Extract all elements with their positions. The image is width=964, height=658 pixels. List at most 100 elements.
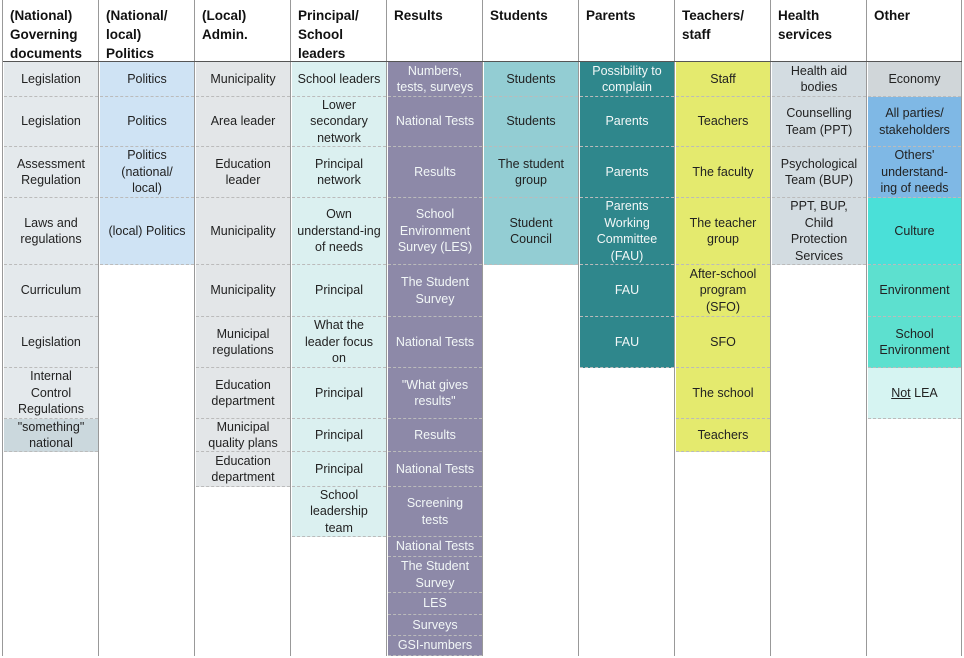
cell: Parents (580, 147, 674, 198)
cell: School Environment Survey (LES) (388, 198, 482, 265)
column-header: Parents (579, 0, 675, 62)
cell: Parents (580, 97, 674, 147)
cell: Internal Control Regulations (4, 368, 98, 419)
cell: Others' understand-ing of needs (868, 147, 961, 198)
cell: Surveys (388, 615, 482, 636)
cell: Environment (868, 265, 961, 317)
cell: Principal (292, 265, 386, 317)
cell: National Tests (388, 97, 482, 147)
cell: Principal (292, 368, 386, 419)
cell: Municipality (196, 62, 290, 97)
cell: Students (484, 97, 578, 147)
cell: The Student Survey (388, 557, 482, 593)
cell: The teacher group (676, 198, 770, 265)
cell: Area leader (196, 97, 290, 147)
cell: National Tests (388, 452, 482, 487)
cell: Health aid bodies (772, 62, 866, 97)
cell: GSI-numbers (388, 636, 482, 656)
cell: Screening tests (388, 487, 482, 537)
cell: Results (388, 419, 482, 452)
cell: PPT, BUP, Child Protection Services (772, 198, 866, 265)
cell: Legislation (4, 97, 98, 147)
column (579, 0, 675, 656)
cell: After-school program (SFO) (676, 265, 770, 317)
cell: Curriculum (4, 265, 98, 317)
cell: Legislation (4, 62, 98, 97)
cell: School Environment (868, 317, 961, 368)
column (99, 0, 195, 656)
text-part: Not (891, 385, 911, 400)
column-header: Health services (771, 0, 867, 62)
cell: Results (388, 147, 482, 198)
cell: Economy (868, 62, 961, 97)
column (195, 0, 291, 656)
column-header: (National/ local) Politics (99, 0, 195, 62)
column-header: Students (483, 0, 579, 62)
cell-text: Not LEA (891, 385, 938, 402)
cell: Municipal regulations (196, 317, 290, 368)
cell: Own understand-ing of needs (292, 198, 386, 265)
cell: Teachers (676, 419, 770, 452)
cell: National Tests (388, 537, 482, 557)
cell: FAU (580, 317, 674, 368)
cell: The school (676, 368, 770, 419)
cell: Teachers (676, 97, 770, 147)
cell: Politics (100, 97, 194, 147)
cell: Counselling Team (PPT) (772, 97, 866, 147)
cell: School leaders (292, 62, 386, 97)
cell: Politics (national/ local) (100, 147, 194, 198)
cell: National Tests (388, 317, 482, 368)
cell: The Student Survey (388, 265, 482, 317)
cell: (local) Politics (100, 198, 194, 265)
cell: Student Council (484, 198, 578, 265)
cell: All parties/ stakeholders (868, 97, 961, 147)
cell: Students (484, 62, 578, 97)
cell: Municipality (196, 198, 290, 265)
text-part: LEA (914, 385, 938, 400)
cell: Laws and regulations (4, 198, 98, 265)
cell: Culture (868, 198, 961, 265)
cell: Not LEA (868, 368, 961, 419)
cell: Principal (292, 452, 386, 487)
cell: SFO (676, 317, 770, 368)
column (483, 0, 579, 656)
column-header: Teachers/ staff (675, 0, 771, 62)
cell: The student group (484, 147, 578, 198)
column-header: Other (867, 0, 962, 62)
cell: Principal network (292, 147, 386, 198)
cell: School leadership team (292, 487, 386, 537)
column (291, 0, 387, 656)
column (771, 0, 867, 656)
cell: Education department (196, 368, 290, 419)
cell: What the leader focus on (292, 317, 386, 368)
cell: Principal (292, 419, 386, 452)
cell: Municipality (196, 265, 290, 317)
cell: "What gives results" (388, 368, 482, 419)
cell: FAU (580, 265, 674, 317)
column-header: (National) Governing documents (3, 0, 99, 62)
left-border (2, 0, 3, 656)
cell: Legislation (4, 317, 98, 368)
cell: Municipal quality plans (196, 419, 290, 452)
column (387, 0, 483, 656)
cell: "something" national (4, 419, 98, 452)
column-header: Results (387, 0, 483, 62)
cell: Possibility to complain (580, 62, 674, 97)
cell: The faculty (676, 147, 770, 198)
column-header: (Local) Admin. (195, 0, 291, 62)
cell: Politics (100, 62, 194, 97)
cell: Education leader (196, 147, 290, 198)
cell: LES (388, 593, 482, 615)
cell: Numbers, tests, surveys (388, 62, 482, 97)
column (867, 0, 962, 656)
cell: Education department (196, 452, 290, 487)
column (675, 0, 771, 656)
cell: Psychological Team (BUP) (772, 147, 866, 198)
column (3, 0, 99, 656)
column-header: Principal/ School leaders (291, 0, 387, 62)
cell: Lower secondary network (292, 97, 386, 147)
cell: Staff (676, 62, 770, 97)
cell: Parents Working Committee (FAU) (580, 198, 674, 265)
cell: Assessment Regulation (4, 147, 98, 198)
